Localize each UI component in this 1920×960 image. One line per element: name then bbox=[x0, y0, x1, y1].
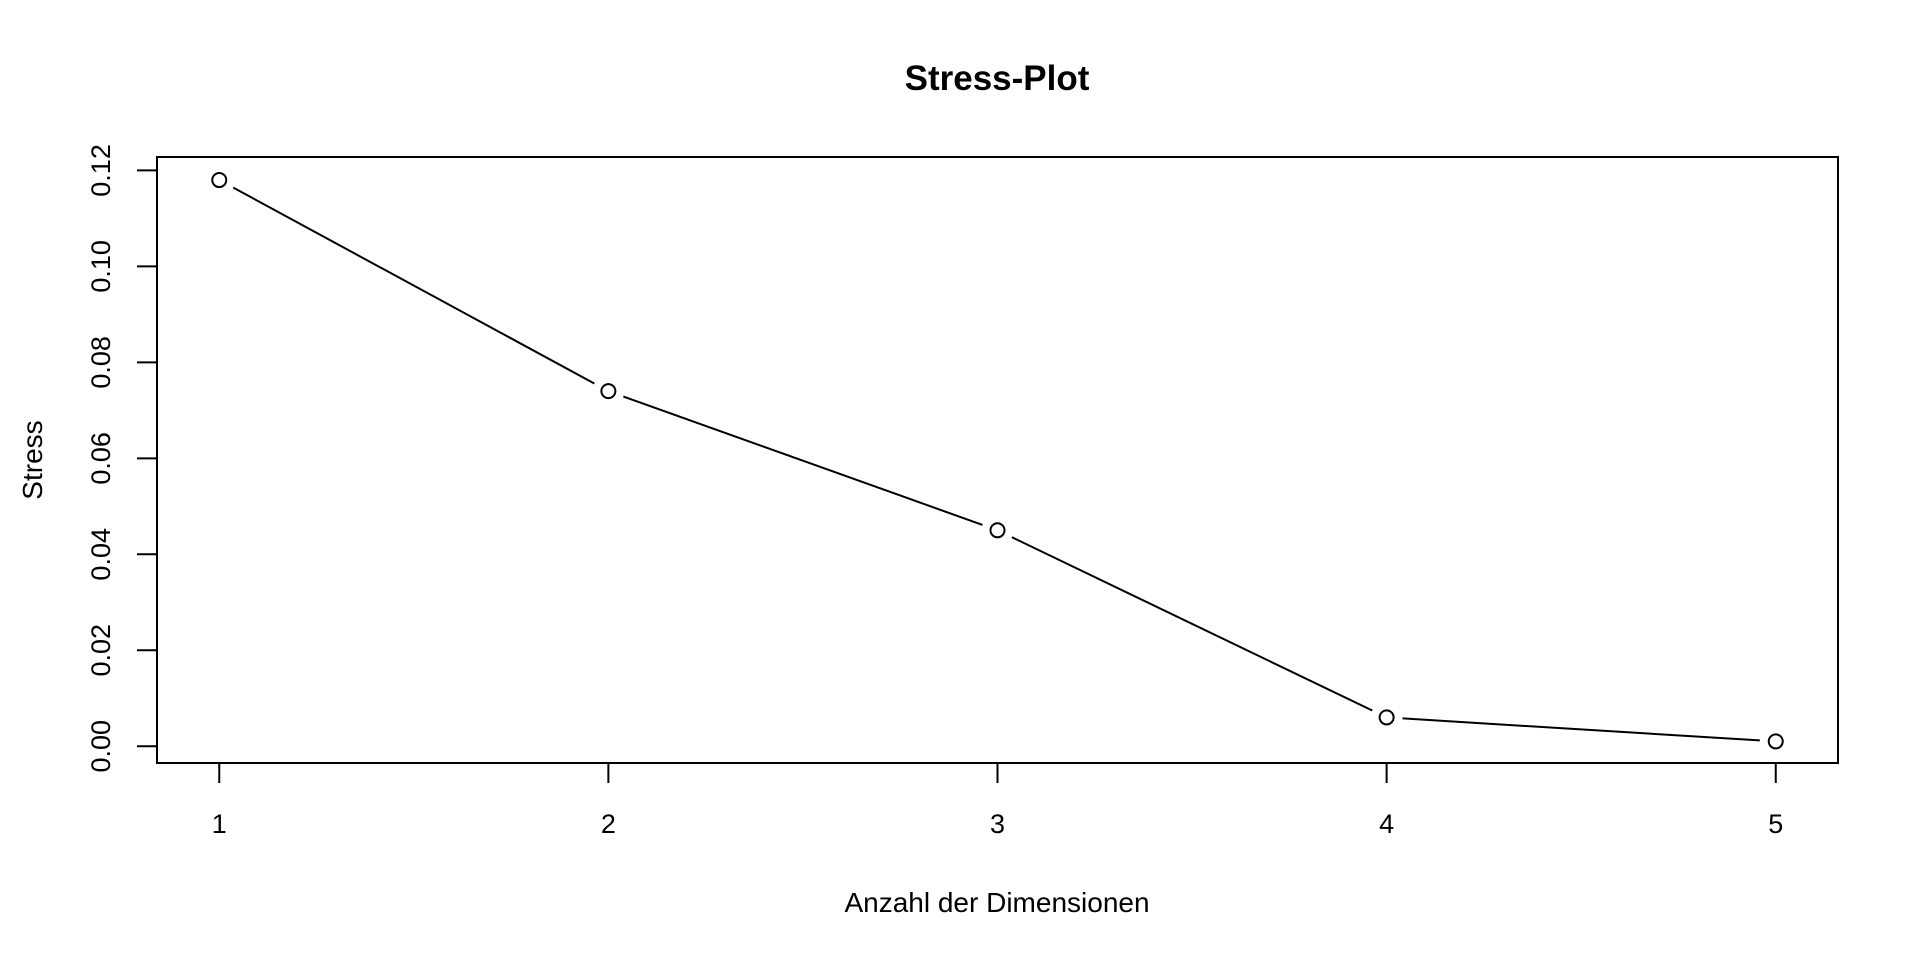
y-tick-label: 0.02 bbox=[86, 624, 116, 677]
x-tick-label: 3 bbox=[990, 809, 1005, 839]
data-point bbox=[211, 172, 228, 189]
data-point bbox=[1767, 733, 1784, 750]
plot-box bbox=[156, 156, 1839, 764]
y-tick-label: 0.00 bbox=[86, 720, 116, 773]
y-tick-label: 0.10 bbox=[86, 240, 116, 293]
data-point bbox=[989, 522, 1006, 539]
y-axis-title: Stress bbox=[17, 420, 48, 499]
x-tick-label: 5 bbox=[1768, 809, 1783, 839]
y-tick-label: 0.08 bbox=[86, 336, 116, 389]
x-tick-label: 2 bbox=[601, 809, 616, 839]
x-tick-label: 4 bbox=[1379, 809, 1394, 839]
y-axis: 0.00 0.02 0.04 0.06 0.08 0.10 0.12 bbox=[86, 144, 157, 772]
y-tick-label: 0.04 bbox=[86, 528, 116, 581]
y-tick-label: 0.06 bbox=[86, 432, 116, 485]
x-axis: 1 2 3 4 5 bbox=[212, 763, 1783, 839]
x-axis-title: Anzahl der Dimensionen bbox=[844, 887, 1149, 918]
series-line bbox=[218, 179, 1776, 743]
data-point bbox=[1378, 709, 1395, 726]
data-series bbox=[203, 164, 1792, 758]
chart-title: Stress-Plot bbox=[905, 59, 1090, 98]
y-tick-label: 0.12 bbox=[86, 144, 116, 197]
data-point bbox=[600, 383, 617, 400]
x-tick-label: 1 bbox=[212, 809, 227, 839]
